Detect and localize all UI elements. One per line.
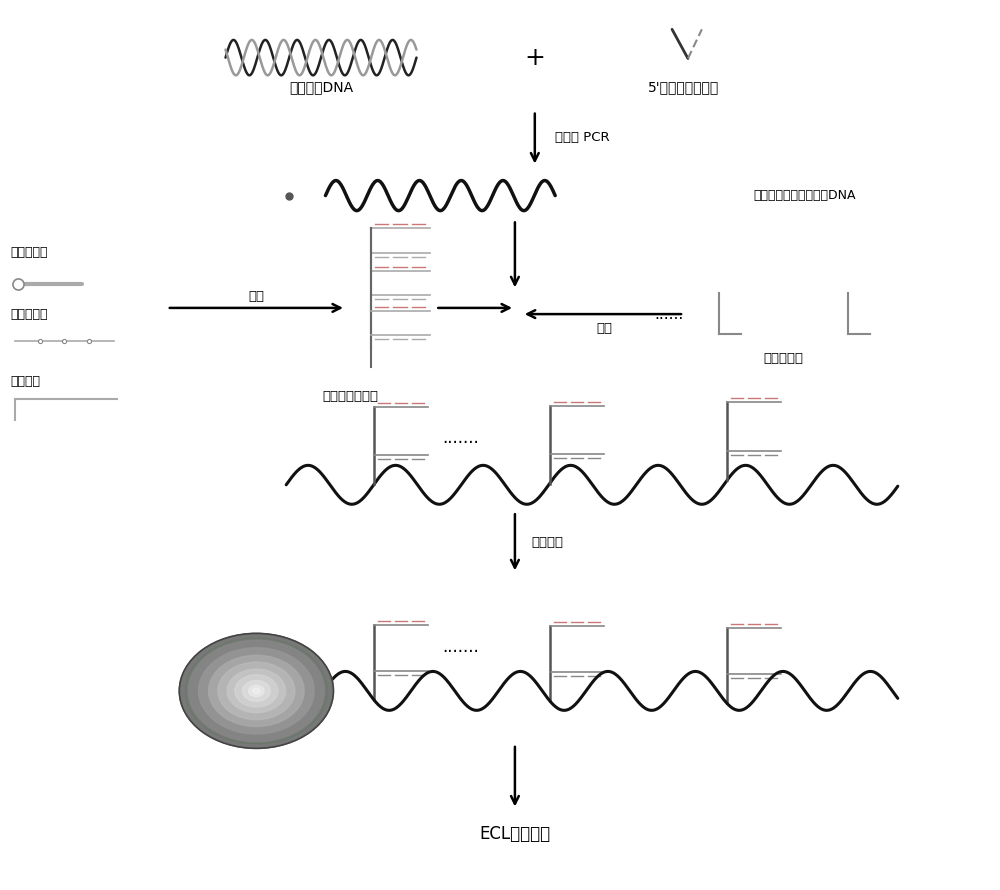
Text: 生物素标记的单链目标DNA: 生物素标记的单链目标DNA — [754, 189, 856, 202]
Text: .......: ....... — [442, 429, 479, 447]
Ellipse shape — [227, 669, 286, 713]
Ellipse shape — [179, 634, 333, 748]
Ellipse shape — [242, 681, 270, 701]
Text: 杂交: 杂交 — [248, 290, 264, 303]
Text: ECL信号检测: ECL信号检测 — [479, 825, 550, 843]
Text: 前放大探针: 前放大探针 — [11, 308, 48, 320]
Text: 磁珠孵育: 磁珠孵育 — [532, 536, 564, 549]
Ellipse shape — [199, 648, 314, 734]
Ellipse shape — [218, 662, 295, 720]
Text: 捕获探针组: 捕获探针组 — [763, 352, 803, 365]
Ellipse shape — [253, 688, 260, 693]
Text: ......: ...... — [654, 306, 684, 321]
Text: 钉标记探针: 钉标记探针 — [11, 246, 48, 259]
Ellipse shape — [249, 685, 264, 697]
Text: 通用放大探针组: 通用放大探针组 — [323, 390, 379, 403]
Text: +: + — [524, 45, 545, 69]
Text: 提取目标DNA: 提取目标DNA — [289, 80, 353, 93]
Text: 杂交: 杂交 — [596, 322, 612, 335]
Text: 放大探针: 放大探针 — [11, 375, 41, 388]
Text: .......: ....... — [442, 637, 479, 656]
Text: 不对称 PCR: 不对称 PCR — [555, 131, 609, 143]
Ellipse shape — [209, 655, 304, 726]
Text: 5'修饰生物素引物: 5'修饰生物素引物 — [648, 80, 720, 93]
Ellipse shape — [189, 640, 324, 741]
Ellipse shape — [235, 675, 278, 707]
